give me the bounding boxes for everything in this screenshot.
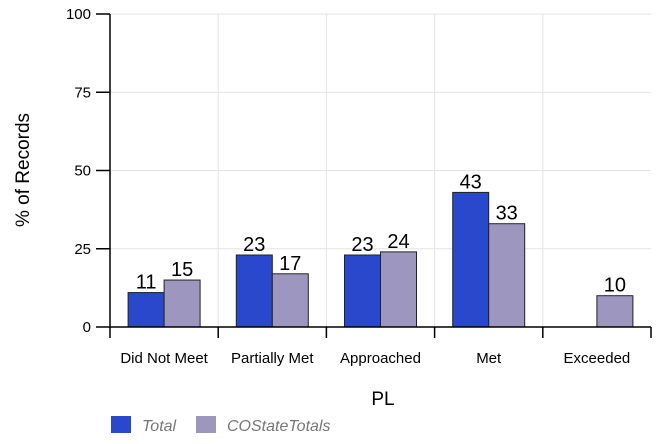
value-label: 23 [243,234,265,256]
value-label: 11 [136,272,157,294]
bar [452,191,490,328]
bar [596,295,634,328]
legend: Total COStateTotals [111,416,330,435]
x-tick-label: Did Not Meet [120,350,208,367]
x-tick-label: Met [476,350,502,367]
y-tick-label: 0 [83,319,91,336]
bar [344,254,381,328]
legend-label: Total [142,418,177,435]
y-axis-title: % of Records [13,113,34,227]
value-label: 43 [460,171,482,193]
x-tick-label: Partially Met [231,350,314,367]
bar [163,279,201,328]
value-label: 23 [351,234,373,256]
value-label: 15 [171,259,193,281]
labels: 0 25 50 75 100 11 15 Did Not Meet 23 17 Partially … [66,6,630,367]
y-tick-label: 75 [74,84,91,101]
legend-swatch [111,416,131,433]
bar [127,292,165,328]
x-tick-label: Approached [340,350,421,367]
value-label: 33 [496,203,518,225]
value-label: 17 [279,253,301,275]
y-tick-label: 25 [74,241,91,258]
y-tick-label: 100 [66,6,91,23]
value-label: 10 [604,275,626,297]
axes [96,13,652,338]
x-axis-title: PL [371,389,394,410]
gridlines [110,13,651,327]
legend-label: COStateTotals [227,418,330,435]
x-tick-label: Exceeded [564,350,631,367]
value-label: 24 [387,231,409,253]
bar [488,223,526,328]
bar [235,254,273,328]
legend-swatch [196,416,216,433]
bar [271,273,309,328]
bars [127,191,634,328]
bar [380,251,417,328]
y-tick-label: 50 [74,163,91,180]
